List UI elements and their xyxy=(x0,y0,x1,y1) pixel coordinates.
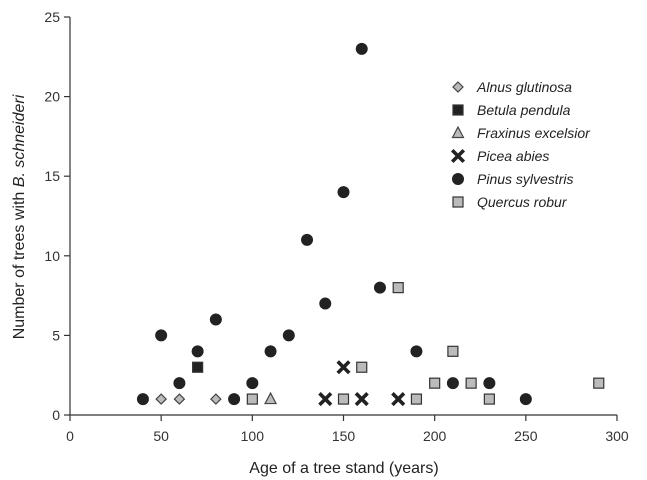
data-point xyxy=(392,282,404,294)
data-point xyxy=(282,329,295,342)
y-axis-title-species: B. schneideri xyxy=(11,94,28,187)
y-tick-label: 20 xyxy=(44,89,60,105)
data-point xyxy=(593,377,605,389)
data-point xyxy=(447,345,459,357)
legend-marker xyxy=(452,104,464,116)
legend-marker xyxy=(452,173,464,185)
data-point xyxy=(337,393,350,405)
y-tick-label: 10 xyxy=(44,248,60,264)
legend-item: Alnus glutinosa xyxy=(452,79,572,95)
x-tick-label: 0 xyxy=(66,428,74,444)
y-axis-title: Number of trees with B. schneideri xyxy=(11,94,28,339)
axes xyxy=(69,17,617,416)
data-point xyxy=(318,392,333,407)
data-point xyxy=(429,377,441,389)
y-axis-title-prefix: Number of trees with xyxy=(11,187,28,339)
legend-marker xyxy=(452,196,464,208)
data-point xyxy=(210,393,222,405)
ticks: 0 50 100 150 200 250 300 0 5 10 15 20 25 xyxy=(44,9,628,444)
legend-label: Picea abies xyxy=(477,148,549,164)
legend-label: Pinus sylvestris xyxy=(477,171,573,187)
data-point xyxy=(373,281,386,294)
data-point xyxy=(173,393,186,405)
data-point xyxy=(264,391,278,405)
data-point xyxy=(391,392,406,407)
data-point xyxy=(136,393,149,406)
x-tick-label: 50 xyxy=(153,428,169,444)
x-tick-label: 200 xyxy=(423,428,447,444)
y-tick-label: 15 xyxy=(44,168,60,184)
legend-item: Picea abies xyxy=(450,148,549,164)
legend-item: Pinus sylvestris xyxy=(452,171,573,187)
series-4 xyxy=(136,42,532,406)
data-point xyxy=(228,393,241,406)
series-3 xyxy=(318,360,406,407)
data-point xyxy=(246,393,258,405)
data-point xyxy=(264,345,277,358)
legend-label: Fraxinus excelsior xyxy=(477,125,591,141)
x-tick-label: 150 xyxy=(332,428,356,444)
data-point xyxy=(319,297,332,310)
data-point xyxy=(356,361,368,373)
x-tick-label: 300 xyxy=(605,428,629,444)
y-tick-label: 0 xyxy=(52,407,60,423)
legend-item: Quercus robur xyxy=(452,194,568,210)
y-tick-label: 5 xyxy=(52,327,60,343)
series-2 xyxy=(264,391,278,405)
data-points xyxy=(136,42,605,407)
data-point xyxy=(483,377,496,390)
legend-item: Betula pendula xyxy=(452,102,571,118)
legend: Alnus glutinosa Betula pendula Fraxinus ex… xyxy=(450,79,591,210)
data-point xyxy=(354,392,369,407)
data-point xyxy=(246,377,259,390)
data-point xyxy=(336,360,351,375)
data-point xyxy=(337,186,350,199)
data-point xyxy=(155,393,168,405)
data-point xyxy=(446,377,459,390)
data-point xyxy=(191,345,204,358)
legend-label: Betula pendula xyxy=(477,102,571,118)
y-tick-label: 25 xyxy=(44,9,60,25)
data-point xyxy=(301,233,314,246)
data-point xyxy=(465,377,477,389)
legend-item: Fraxinus excelsior xyxy=(451,125,591,141)
data-point xyxy=(483,393,495,405)
data-point xyxy=(410,393,423,405)
x-axis-title: Age of a tree stand (years) xyxy=(249,460,438,477)
legend-marker xyxy=(451,125,465,139)
x-tick-label: 250 xyxy=(514,428,538,444)
legend-marker xyxy=(450,148,466,164)
series-0 xyxy=(155,393,222,405)
data-point xyxy=(192,361,204,373)
data-point xyxy=(519,393,532,406)
legend-label: Quercus robur xyxy=(477,194,568,210)
legend-marker xyxy=(452,81,464,93)
x-tick-label: 100 xyxy=(241,428,265,444)
data-point xyxy=(410,345,423,358)
data-point xyxy=(209,313,222,326)
data-point xyxy=(355,42,368,55)
series-1 xyxy=(192,361,204,373)
series-5 xyxy=(246,282,605,405)
data-point xyxy=(155,329,168,342)
legend-label: Alnus glutinosa xyxy=(476,79,572,95)
data-point xyxy=(173,377,186,390)
